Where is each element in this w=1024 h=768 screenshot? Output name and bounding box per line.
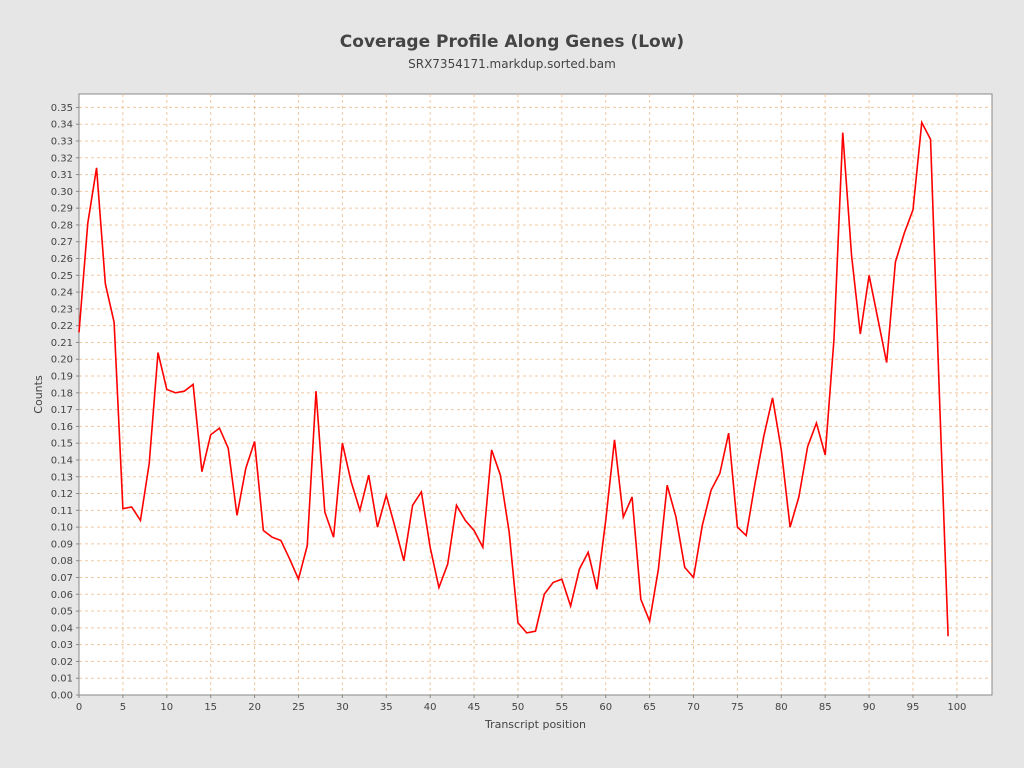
x-tick-label: 90: [863, 702, 876, 713]
y-tick-label: 0.29: [51, 204, 73, 215]
x-tick-label: 20: [248, 702, 261, 713]
y-tick-label: 0.04: [51, 623, 73, 634]
y-tick-label: 0.19: [51, 372, 73, 383]
x-tick-label: 40: [424, 702, 437, 713]
x-tick-label: 70: [687, 702, 700, 713]
y-tick-label: 0.03: [51, 640, 73, 651]
y-tick-label: 0.24: [51, 288, 73, 299]
x-tick-label: 55: [555, 702, 568, 713]
y-tick-label: 0.15: [51, 439, 73, 450]
y-tick-label: 0.32: [51, 153, 73, 164]
y-axis-label: Counts: [32, 375, 45, 414]
y-tick-label: 0.14: [51, 455, 73, 466]
x-tick-label: 75: [731, 702, 744, 713]
x-tick-label: 80: [775, 702, 788, 713]
y-tick-label: 0.34: [51, 120, 73, 131]
y-tick-label: 0.01: [51, 674, 73, 685]
y-tick-label: 0.27: [51, 237, 73, 248]
y-tick-label: 0.07: [51, 573, 73, 584]
x-tick-label: 45: [468, 702, 481, 713]
y-tick-label: 0.09: [51, 539, 73, 550]
x-tick-label: 0: [76, 702, 82, 713]
plot-area: [78, 93, 993, 696]
x-tick-label: 50: [512, 702, 525, 713]
y-tick-label: 0.31: [51, 170, 73, 181]
x-axis-label: Transcript position: [484, 718, 586, 731]
series-line-coverage: [78, 119, 949, 637]
y-tick-label: 0.02: [51, 657, 73, 668]
y-tick-label: 0.22: [51, 321, 73, 332]
x-tick-label: 60: [599, 702, 612, 713]
y-tick-label: 0.13: [51, 472, 73, 483]
x-tick-label: 15: [204, 702, 217, 713]
y-tick-label: 0.10: [51, 523, 73, 534]
x-tick-label: 30: [336, 702, 349, 713]
chart-title: Coverage Profile Along Genes (Low): [339, 32, 685, 52]
y-tick-label: 0.35: [51, 103, 73, 114]
y-tick-label: 0.20: [51, 355, 73, 366]
x-tick-label: 10: [160, 702, 173, 713]
x-tick-label: 85: [819, 702, 832, 713]
y-tick-label: 0.00: [51, 691, 73, 702]
y-tick-label: 0.28: [51, 220, 73, 231]
y-tick-label: 0.23: [51, 304, 73, 315]
y-tick-label: 0.05: [51, 607, 73, 618]
x-tick-label: 25: [292, 702, 305, 713]
chart-subtitle: SRX7354171.markdup.sorted.bam: [408, 57, 616, 71]
x-tick-label: 35: [380, 702, 393, 713]
y-tick-label: 0.25: [51, 271, 73, 282]
y-tick-label: 0.26: [51, 254, 73, 265]
x-tick-label: 65: [643, 702, 656, 713]
y-tick-label: 0.11: [51, 506, 73, 517]
y-tick-label: 0.08: [51, 556, 73, 567]
y-tick-label: 0.30: [51, 187, 73, 198]
y-tick-label: 0.12: [51, 489, 73, 500]
x-tick-label: 95: [907, 702, 920, 713]
x-tick-label: 100: [947, 702, 966, 713]
y-tick-label: 0.33: [51, 137, 73, 148]
y-tick-label: 0.21: [51, 338, 73, 349]
y-tick-label: 0.18: [51, 388, 73, 399]
y-tick-label: 0.16: [51, 422, 73, 433]
y-tick-label: 0.17: [51, 405, 73, 416]
x-tick-label: 5: [120, 702, 126, 713]
y-tick-label: 0.06: [51, 590, 73, 601]
